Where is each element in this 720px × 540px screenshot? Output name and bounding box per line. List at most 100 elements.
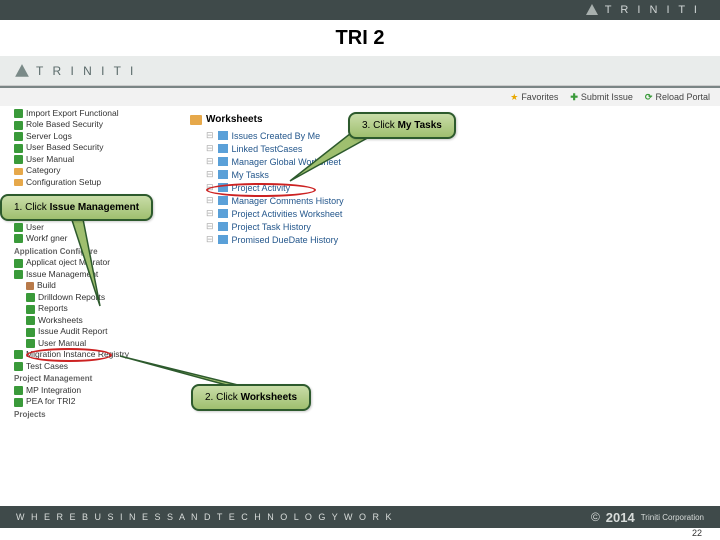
sidebar-subitem[interactable]: Issue Audit Report [26, 326, 164, 337]
sidebar-subitem[interactable]: Drilldown Reports [26, 292, 164, 303]
sidebar-label: Test Cases [26, 361, 68, 372]
favorites-bar: ★Favorites ✚Submit Issue ⟳Reload Portal [0, 88, 720, 106]
puzzle-icon [26, 339, 35, 348]
favorites-link[interactable]: ★Favorites [510, 92, 558, 103]
sidebar-subitem[interactable]: User Manual [26, 338, 164, 349]
sidebar-item[interactable]: Workf gner [14, 233, 164, 244]
worksheet-item[interactable]: ⊟Manager Global Worksheet [206, 155, 390, 168]
sidebar-item[interactable]: PEA for TRI2 [14, 396, 164, 407]
copyright-icon: © [591, 510, 600, 524]
sidebar-item-issue-management[interactable]: Issue Management [14, 269, 164, 280]
footer-corp: Triniti Corporation [641, 513, 704, 522]
worksheet-label: Promised DueDate History [232, 235, 339, 245]
sidebar-label: Build [37, 280, 56, 291]
reload-portal-link[interactable]: ⟳Reload Portal [645, 92, 710, 103]
puzzle-icon [14, 121, 23, 130]
sidebar-item[interactable]: Import Export Functional [14, 108, 164, 119]
sidebar-label: Configuration Setup [26, 177, 101, 188]
sidebar-item[interactable]: Applicat oject Migrator [14, 257, 164, 268]
puzzle-icon [26, 305, 35, 314]
sidebar-item[interactable]: User [14, 222, 164, 233]
highlight-oval-mytasks [206, 183, 316, 197]
worksheet-item[interactable]: ⊟Promised DueDate History [206, 233, 390, 246]
sidebar-tree: Import Export Functional Role Based Secu… [14, 108, 164, 421]
worksheet-label: Manager Global Worksheet [232, 157, 341, 167]
triangle-icon [585, 3, 599, 17]
puzzle-icon [14, 259, 23, 268]
sidebar-label: MP Integration [26, 385, 81, 396]
sidebar-subitem[interactable]: Reports [26, 303, 164, 314]
grid-icon [218, 170, 228, 179]
highlight-oval-worksheets [26, 348, 112, 362]
top-brand-bar: T R I N I T I [0, 0, 720, 20]
section-projects: Projects [14, 410, 164, 421]
worksheet-item-my-tasks[interactable]: ⊟My Tasks [206, 168, 390, 181]
sidebar-label: Drilldown Reports [38, 292, 105, 303]
box-icon [26, 282, 34, 290]
grid-icon [218, 131, 228, 140]
footer-right: © 2014 Triniti Corporation [591, 510, 704, 525]
callout-step-2: 2. Click Worksheets [191, 384, 311, 411]
puzzle-icon [14, 398, 23, 407]
sidebar-label: Category [26, 165, 61, 176]
main-area: Import Export Functional Role Based Secu… [0, 106, 720, 486]
puzzle-icon [14, 144, 23, 153]
footer-bar: W H E R E B U S I N E S S A N D T E C H … [0, 506, 720, 528]
callout-text: 2. Click [205, 392, 241, 403]
sidebar-subitem[interactable]: Build [26, 280, 164, 291]
worksheet-item[interactable]: ⊟Project Task History [206, 220, 390, 233]
worksheet-label: Project Activities Worksheet [232, 209, 343, 219]
folder-icon [14, 168, 23, 175]
brand-name: T R I N I T I [605, 4, 700, 16]
sidebar-item-configure[interactable]: Configuration Setup [14, 177, 164, 188]
puzzle-icon [14, 132, 23, 141]
sidebar-item[interactable]: MP Integration [14, 385, 164, 396]
star-icon: ★ [510, 92, 518, 103]
sidebar-subitem-worksheets[interactable]: Worksheets [26, 315, 164, 326]
reload-icon: ⟳ [645, 92, 653, 103]
puzzle-icon [26, 316, 35, 325]
puzzle-icon [14, 155, 23, 164]
brand-name-header: T R I N I T I [36, 64, 136, 78]
footer-year: 2014 [606, 510, 635, 525]
callout-step-1: 1. Click Issue Management [0, 194, 153, 221]
grid-icon [218, 222, 228, 231]
sidebar-item[interactable]: Server Logs [14, 131, 164, 142]
callout-bold: Issue Management [50, 202, 139, 213]
puzzle-icon [14, 350, 23, 359]
worksheet-item[interactable]: ⊟Linked TestCases [206, 142, 390, 155]
grid-icon [218, 196, 228, 205]
sidebar-item[interactable]: Role Based Security [14, 119, 164, 130]
puzzle-icon [14, 362, 23, 371]
callout-step-3: 3. Click My Tasks [348, 112, 456, 139]
section-project-management: Project Management [14, 374, 164, 385]
sidebar-label: Workf gner [26, 233, 67, 244]
puzzle-icon [14, 386, 23, 395]
callout-text: 3. Click [362, 120, 398, 131]
sidebar-item[interactable]: Test Cases [14, 361, 164, 372]
favorites-label: Favorites [521, 92, 558, 102]
sidebar-item[interactable]: User Based Security [14, 142, 164, 153]
sidebar-label: Issue Audit Report [38, 326, 107, 337]
sidebar-label: Import Export Functional [26, 108, 119, 119]
callout-text: 1. Click [14, 202, 50, 213]
worksheet-item[interactable]: ⊟Project Activities Worksheet [206, 207, 390, 220]
sidebar-label: Role Based Security [26, 119, 103, 130]
submit-issue-link[interactable]: ✚Submit Issue [570, 92, 633, 103]
worksheet-label: Issues Created By Me [232, 131, 321, 141]
section-app-configure: Application Configure [14, 247, 164, 258]
callout-bold: My Tasks [398, 120, 442, 131]
puzzle-icon [14, 223, 23, 232]
sidebar-item[interactable]: User Manual [14, 154, 164, 165]
puzzle-icon [14, 270, 23, 279]
sidebar-label: User Based Security [26, 142, 103, 153]
grid-icon [218, 157, 228, 166]
callout-bold: Worksheets [241, 392, 298, 403]
reload-label: Reload Portal [655, 92, 710, 102]
sidebar-label: Server Logs [26, 131, 72, 142]
title-row: TRI 2 [0, 20, 720, 56]
submit-label: Submit Issue [581, 92, 633, 102]
sidebar-item-category[interactable]: Category [14, 165, 164, 176]
footer-tagline: W H E R E B U S I N E S S A N D T E C H … [16, 512, 394, 522]
worksheets-header-label: Worksheets [206, 114, 263, 125]
